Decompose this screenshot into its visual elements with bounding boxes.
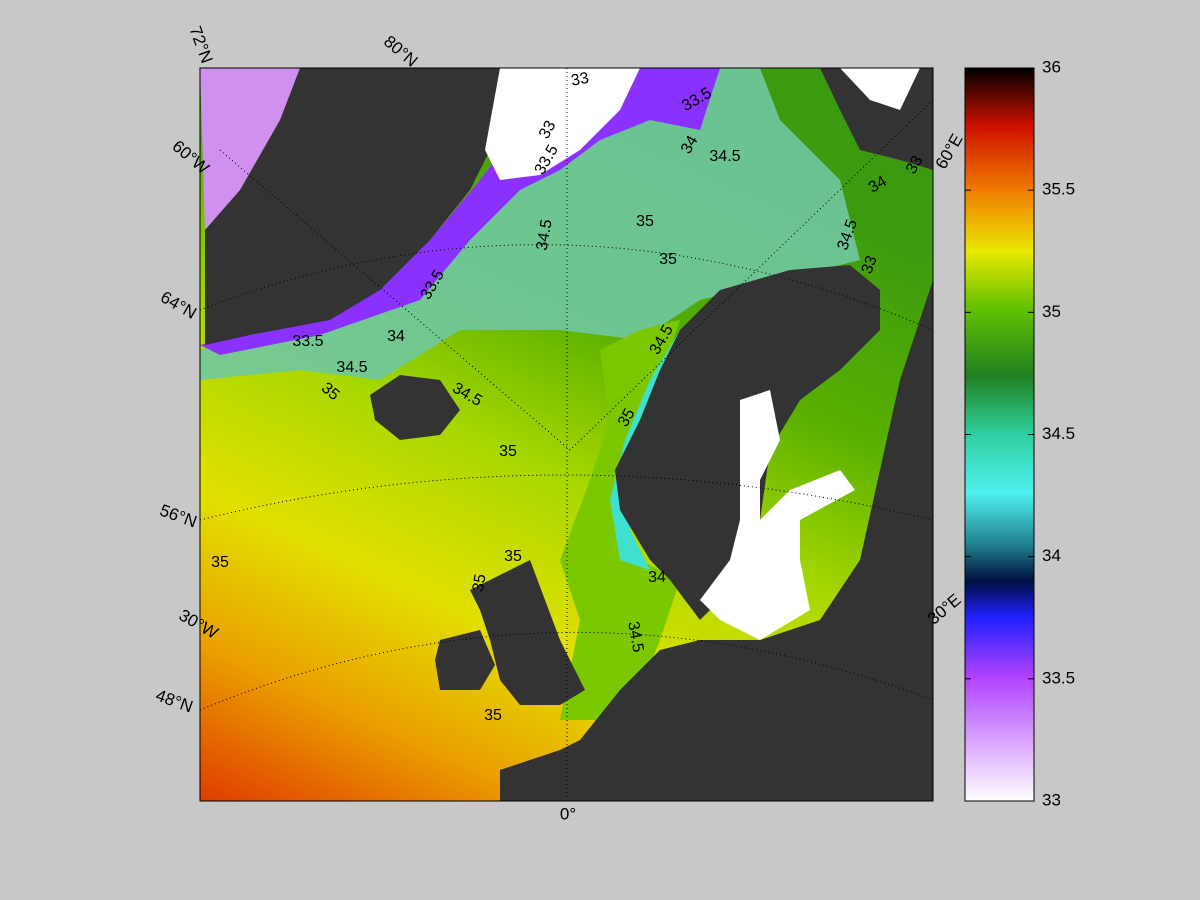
map-frame <box>199 67 934 802</box>
contour-label: 35 <box>211 554 229 571</box>
graticule-label: 80°N <box>380 32 421 71</box>
cool-water <box>200 68 860 380</box>
colorbar-tick-label: 35 <box>1042 302 1061 321</box>
contour-label: 35 <box>470 573 490 594</box>
contour-label: 35 <box>659 251 677 268</box>
contour-label: 35 <box>504 548 522 565</box>
graticule-label: 64°N <box>157 287 199 322</box>
graticule-label: 60°E <box>932 131 967 173</box>
contour-label: 34 <box>866 173 890 197</box>
land <box>470 560 585 705</box>
colorbar <box>964 67 1035 802</box>
colorbar-tick-label: 35.5 <box>1042 180 1075 199</box>
graticule <box>200 68 933 801</box>
colorbar-tick-label: 34.5 <box>1042 424 1075 443</box>
contour-label: 33 <box>536 118 560 142</box>
graticule-label: 72°N <box>186 24 217 66</box>
lake <box>700 390 855 640</box>
ice <box>485 68 640 180</box>
contour-label: 33.5 <box>292 333 323 350</box>
land <box>435 630 495 690</box>
colorbar-tick-label: 33 <box>1042 790 1061 809</box>
land <box>205 68 525 345</box>
land <box>520 280 933 801</box>
contour-label: 33 <box>903 153 927 177</box>
contour-label: 35 <box>615 406 639 430</box>
graticule-label: 56°N <box>157 501 199 532</box>
graticule-label: 0° <box>560 804 576 823</box>
contour-label: 33 <box>859 254 881 277</box>
contour-label: 34 <box>648 569 666 586</box>
land <box>370 375 460 440</box>
contour-label: 34.5 <box>624 620 646 654</box>
ice <box>840 68 920 110</box>
contour-label: 34 <box>387 328 405 345</box>
contour-label: 35 <box>499 443 517 460</box>
contour-label: 33 <box>570 70 591 90</box>
contour-label: 34.5 <box>709 148 740 165</box>
map-area <box>200 68 933 801</box>
colorbar-tick-label: 34 <box>1042 546 1061 565</box>
fresh-water <box>200 68 300 230</box>
contour-label: 34.5 <box>336 359 367 376</box>
contour-label: 34.5 <box>534 218 556 252</box>
contour-label: 34 <box>678 133 702 157</box>
contour-label: 35 <box>636 213 654 230</box>
contour-label: 35 <box>484 707 502 724</box>
graticule-label: 48°N <box>153 686 195 717</box>
colorbar-tick-label: 36 <box>1042 57 1061 76</box>
land <box>500 750 600 801</box>
colorbar-tick-label: 33.5 <box>1042 668 1075 687</box>
